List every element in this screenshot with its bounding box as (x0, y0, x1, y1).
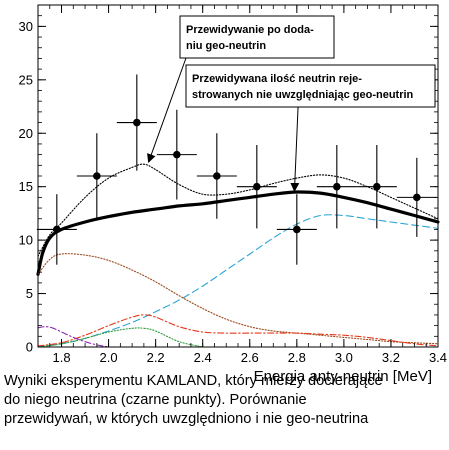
y-tick-label: 30 (19, 19, 33, 34)
y-tick-label: 10 (19, 233, 33, 248)
data-point-1 (36, 194, 77, 265)
data-marker (53, 225, 61, 234)
y-tick-label: 25 (19, 72, 33, 87)
data-point-9 (356, 145, 397, 229)
x-tick-label: 2.6 (241, 350, 259, 365)
x-tick-label: 2.2 (147, 350, 165, 365)
y-tick-label: 0 (26, 340, 33, 355)
x-tick-label: 3.2 (382, 350, 400, 365)
x-axis-title: Energia anty-neutrin [MeV] (254, 368, 432, 385)
data-point-4 (156, 109, 197, 200)
x-tick-label: 2.4 (194, 350, 212, 365)
series-line-7 (37, 326, 110, 348)
annotation-text: Przewidywana ilość neutrin reje- (192, 73, 362, 85)
annotation-box (179, 15, 335, 59)
data-marker (173, 150, 181, 159)
data-marker (333, 182, 341, 191)
data-point-8 (316, 145, 357, 229)
series-line-4 (37, 253, 439, 345)
data-point-5 (196, 133, 237, 219)
series-line-2 (37, 163, 439, 257)
data-point-7 (276, 194, 317, 265)
annotations-layer: Przewidywanie po doda-niu geo-neutrinPrz… (147, 15, 436, 192)
data-marker (93, 172, 101, 180)
x-tick-label: 2.0 (100, 350, 118, 365)
annotation-box (185, 64, 436, 108)
x-tick-label: 1.8 (52, 350, 70, 365)
data-marker (413, 193, 421, 202)
data-points-layer (36, 74, 437, 265)
data-marker (253, 182, 261, 191)
data-point-10 (396, 157, 437, 237)
figure-caption: Wyniki eksperymentu KAMLAND, który mierz… (4, 372, 444, 429)
annotation-callout-1: Przewidywanie po doda-niu geo-neutrin (147, 15, 335, 164)
data-point-6 (236, 145, 277, 229)
caption-line: Wyniki eksperymentu KAMLAND, który mierz… (4, 373, 383, 389)
caption-line: przewidywań, w których uwzględniono i ni… (4, 411, 369, 427)
x-tick-label: 3.0 (335, 350, 353, 365)
series-line-6 (37, 327, 204, 348)
annotation-arrow (147, 57, 187, 164)
caption-line: do niego neutrina (czarne punkty). Porów… (4, 392, 307, 408)
data-point-2 (76, 133, 117, 219)
annotation-text: strowanych nie uwzględniając geo-neutrin (192, 89, 414, 101)
data-marker (373, 182, 381, 191)
x-tick-label: 3.4 (429, 350, 447, 365)
series-line-1 (36, 190, 440, 276)
annotation-arrow (290, 106, 300, 192)
annotation-text: Przewidywanie po doda- (186, 24, 314, 36)
series-line-5 (37, 314, 439, 347)
data-marker (133, 118, 141, 127)
data-marker (293, 225, 301, 234)
y-tick-label: 15 (19, 179, 33, 194)
ticks-layer: 1.8 2.0 2.2 2.4 2.6 2.8 3.0 3.2 3.4 0 5 10 15 20 25 30 (19, 4, 447, 365)
annotation-text: niu geo-neutrin (186, 40, 266, 52)
x-tick-label: 2.8 (288, 350, 306, 365)
series-layer (36, 163, 440, 348)
data-marker (213, 172, 221, 180)
y-tick-label: 20 (19, 126, 33, 141)
data-point-3 (116, 74, 157, 171)
series-line-3 (37, 214, 439, 348)
y-tick-label: 5 (26, 286, 33, 301)
annotation-callout-2: Przewidywana ilość neutrin reje-strowany… (185, 64, 436, 192)
